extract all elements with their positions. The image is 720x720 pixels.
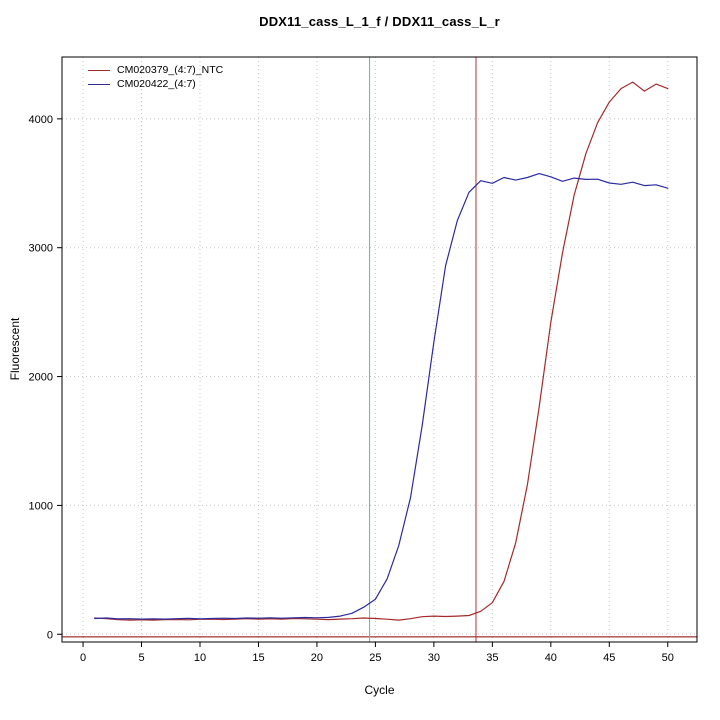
series-line-1 <box>94 173 669 620</box>
y-tick-label: 1000 <box>29 500 53 512</box>
legend-label-sample: CM020422_(4:7) <box>117 78 196 90</box>
legend-line-blue-icon <box>88 83 110 85</box>
legend-item-ntc: CM020379_(4:7)_NTC <box>88 63 223 77</box>
x-tick-label: 15 <box>252 652 264 664</box>
y-tick-label: 2000 <box>29 372 53 384</box>
legend-line-red-icon <box>88 69 110 71</box>
x-tick-label: 5 <box>138 652 144 664</box>
y-tick-label: 0 <box>47 629 53 641</box>
y-tick-label: 3000 <box>29 243 53 255</box>
legend: CM020379_(4:7)_NTC CM020422_(4:7) <box>88 63 223 91</box>
x-tick-label: 40 <box>545 652 557 664</box>
x-tick-label: 35 <box>486 652 498 664</box>
x-tick-label: 20 <box>311 652 323 664</box>
x-tick-label: 50 <box>662 652 674 664</box>
legend-item-sample: CM020422_(4:7) <box>88 77 223 91</box>
x-tick-label: 25 <box>369 652 381 664</box>
plot-border <box>61 56 698 643</box>
series-line-0 <box>94 81 669 621</box>
chart-title: DDX11_cass_L_1_f / DDX11_cass_L_r <box>259 14 500 29</box>
x-tick-label: 45 <box>603 652 615 664</box>
y-tick-label: 4000 <box>29 114 53 126</box>
x-tick-label: 30 <box>428 652 440 664</box>
legend-label-ntc: CM020379_(4:7)_NTC <box>117 64 224 76</box>
x-axis-label: Cycle <box>364 683 395 697</box>
x-tick-label: 10 <box>194 652 206 664</box>
x-tick-label: 0 <box>80 652 86 664</box>
